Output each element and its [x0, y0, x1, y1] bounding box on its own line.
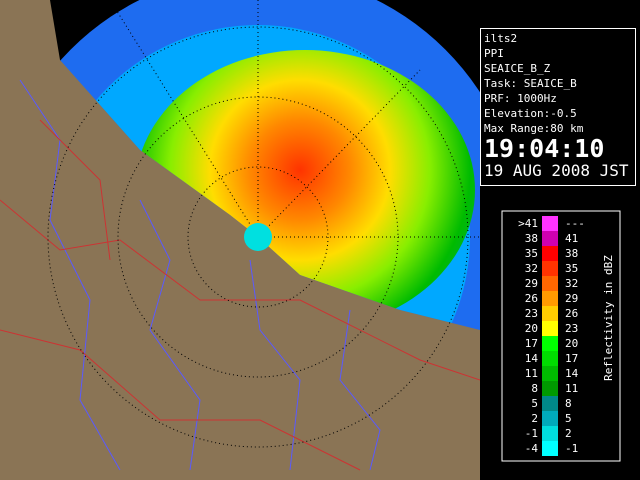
legend-high: 11: [565, 382, 578, 395]
legend-low: 14: [525, 352, 539, 365]
legend-high: -1: [565, 442, 578, 455]
legend-high: 20: [565, 337, 578, 350]
legend-high: 35: [565, 262, 578, 275]
legend-low: 32: [525, 262, 538, 275]
legend-swatch: [542, 441, 558, 456]
legend-high: 2: [565, 427, 572, 440]
legend-swatch: [542, 336, 558, 351]
legend-low: 11: [525, 367, 538, 380]
legend-swatch: [542, 291, 558, 306]
legend-low: -1: [525, 427, 538, 440]
legend-low: 5: [531, 397, 538, 410]
legend-low: 8: [531, 382, 538, 395]
legend-high: 41: [565, 232, 578, 245]
info-line: Max Range:80 km: [484, 122, 584, 135]
legend-low: 23: [525, 307, 538, 320]
legend-swatch: [542, 321, 558, 336]
info-line: SEAICE_B_Z: [484, 62, 551, 75]
legend-high: 29: [565, 292, 578, 305]
legend-frame: [501, 210, 621, 462]
info-line: Task: SEAICE_B: [484, 77, 577, 90]
legend-swatch: [542, 261, 558, 276]
legend-low: 26: [525, 292, 538, 305]
land: [0, 0, 480, 480]
legend-high: ---: [565, 217, 585, 230]
rivers: [0, 79, 480, 471]
legend-title: Reflectivity in dBZ: [602, 255, 615, 381]
legend-swatch: [542, 231, 558, 246]
legend-high: 26: [565, 307, 578, 320]
legend-swatch: [542, 276, 558, 291]
legend-high: 17: [565, 352, 578, 365]
legend-swatch: [542, 246, 558, 261]
legend-high: 32: [565, 277, 578, 290]
legend-low: 35: [525, 247, 538, 260]
legend-high: 23: [565, 322, 578, 335]
legend-low: 38: [525, 232, 538, 245]
date: 19 AUG 2008 JST: [484, 161, 629, 180]
legend-swatch: [542, 351, 558, 366]
radar-map: [0, 0, 480, 480]
info-line: ilts2: [484, 32, 518, 45]
legend-low: 29: [525, 277, 538, 290]
legend-high: 8: [565, 397, 572, 410]
legend-swatch: [542, 411, 558, 426]
legend-swatch: [542, 306, 558, 321]
time: 19:04:10: [484, 134, 605, 163]
info-line: PPI: [484, 47, 504, 60]
legend-swatch: [542, 216, 558, 231]
legend-low: 20: [525, 322, 538, 335]
legend-swatch: [542, 381, 558, 396]
legend-low: 2: [531, 412, 538, 425]
radar-site: [244, 223, 272, 251]
legend-swatch: [542, 426, 558, 441]
legend-swatch: [542, 366, 558, 381]
info-line: Elevation:-0.5: [484, 107, 577, 120]
info-line: PRF: 1000Hz: [484, 92, 557, 105]
legend-high: 5: [565, 412, 572, 425]
info-panel: ilts2 PPI SEAICE_B_Z Task: SEAICE_B PRF: 100…: [480, 28, 636, 186]
legend-high: 14: [565, 367, 579, 380]
legend-low: -4: [525, 442, 539, 455]
range-rings: [47, 0, 480, 448]
legend-low: >41: [518, 217, 538, 230]
legend-low: 17: [525, 337, 538, 350]
legend-swatch: [542, 396, 558, 411]
legend-high: 38: [565, 247, 578, 260]
